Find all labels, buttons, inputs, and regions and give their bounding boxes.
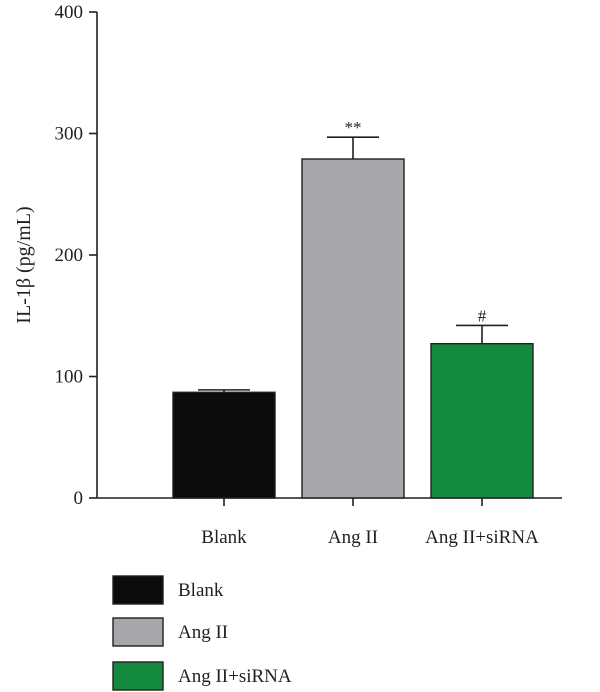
x-tick-label: Ang II (328, 527, 378, 548)
legend-label: Ang II+siRNA (178, 666, 292, 687)
x-tick-label: Ang II+siRNA (425, 527, 539, 548)
bar (430, 342, 534, 499)
y-tick-label: 0 (74, 488, 84, 509)
y-axis-label: IL-1β (pg/mL) (13, 206, 35, 323)
significance-label: ** (345, 118, 362, 137)
legend-swatch (112, 661, 164, 691)
bar (301, 158, 405, 499)
y-axis: 0 100 200 300 400 (55, 2, 98, 509)
x-axis: Blank Ang II Ang II+siRNA (97, 497, 562, 548)
significance-label: # (478, 306, 487, 325)
y-tick-label: 200 (55, 245, 84, 266)
bar (172, 391, 276, 499)
y-tick-label: 400 (55, 2, 84, 23)
legend-label: Ang II (178, 622, 228, 643)
legend: Blank Ang II Ang II+siRNA (112, 575, 292, 691)
legend-swatch (112, 617, 164, 647)
x-tick-label: Blank (201, 527, 247, 548)
annotations: ** # (345, 118, 487, 325)
legend-label: Blank (178, 580, 224, 601)
legend-swatch (112, 575, 164, 605)
error-bars (198, 136, 508, 393)
y-tick-label: 100 (55, 367, 84, 388)
bars (172, 158, 534, 499)
y-tick-label: 300 (55, 124, 84, 145)
